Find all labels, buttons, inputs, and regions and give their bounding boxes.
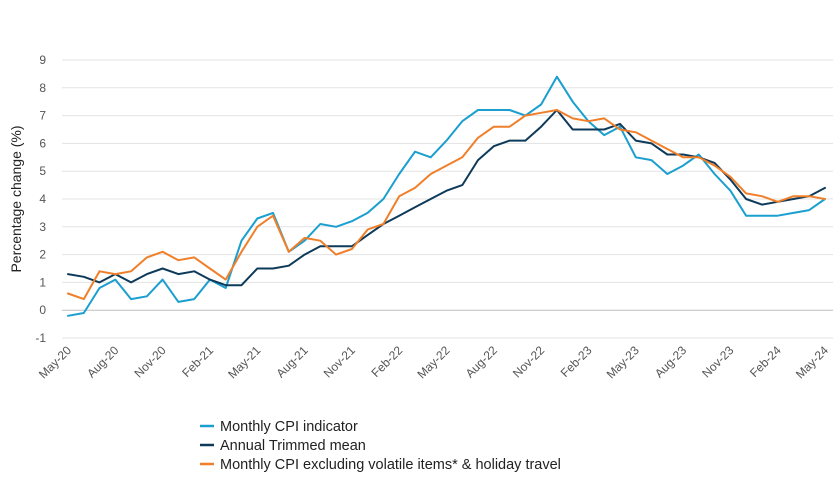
series-line-3 <box>67 109 826 301</box>
x-tick-label: Aug-22 <box>463 343 500 380</box>
y-tick-label: 0 <box>39 303 46 317</box>
y-tick-label: 5 <box>39 164 46 178</box>
y-tick-label: -1 <box>35 331 46 345</box>
y-tick-label: 6 <box>39 136 46 150</box>
legend-label: Monthly CPI excluding volatile items* & … <box>220 457 561 473</box>
x-tick-label: Nov-21 <box>321 343 358 380</box>
legend-label: Annual Trimmed mean <box>220 438 366 454</box>
x-axis-ticks: May-20 Aug-20 Nov-20 Feb-21 May-21 Aug-21 Nov-… <box>36 343 831 381</box>
x-tick-label: Aug-21 <box>273 343 310 380</box>
x-tick-label: May-20 <box>36 343 74 381</box>
x-tick-label: May-22 <box>414 343 452 381</box>
x-tick-label: May-23 <box>604 343 642 381</box>
y-tick-label: 8 <box>39 81 46 95</box>
gridlines <box>62 59 833 339</box>
x-tick-label: Aug-20 <box>84 343 121 380</box>
series-lines <box>67 75 826 317</box>
y-tick-label: 9 <box>39 53 46 67</box>
y-axis-ticks: -1 0 1 2 3 4 5 6 7 8 9 <box>35 53 46 345</box>
x-tick-label: May-24 <box>793 343 831 381</box>
x-tick-label: Nov-22 <box>510 343 547 380</box>
y-tick-label: 7 <box>39 109 46 123</box>
legend-label: Monthly CPI indicator <box>220 419 358 435</box>
y-tick-label: 2 <box>39 248 46 262</box>
x-tick-label: Nov-20 <box>131 343 168 380</box>
series-line-1 <box>67 75 826 317</box>
legend: Monthly CPI indicator Annual Trimmed mean… <box>200 419 561 473</box>
y-axis-title: Percentage change (%) <box>8 125 24 272</box>
y-tick-label: 3 <box>39 220 46 234</box>
x-tick-label: Aug-23 <box>652 343 689 380</box>
x-tick-label: Feb-22 <box>369 343 406 380</box>
x-tick-label: May-21 <box>225 343 263 381</box>
x-tick-label: Feb-23 <box>558 343 595 380</box>
y-tick-label: 1 <box>39 275 46 289</box>
x-tick-label: Feb-21 <box>179 343 216 380</box>
x-tick-label: Nov-23 <box>699 343 736 380</box>
x-tick-label: Feb-24 <box>747 343 784 380</box>
y-tick-label: 4 <box>39 192 46 206</box>
